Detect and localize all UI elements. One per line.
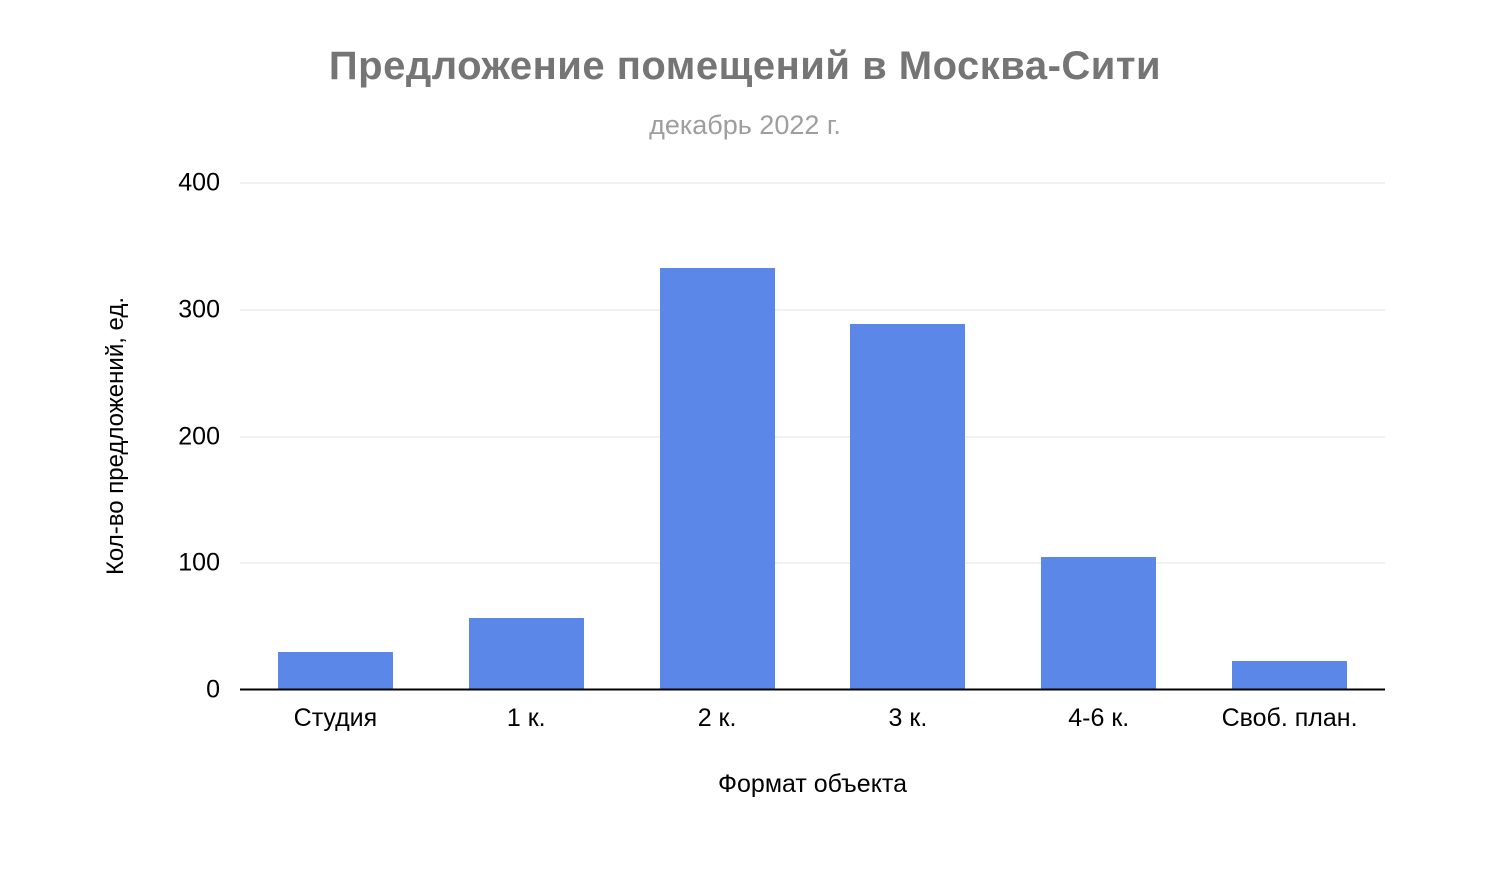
y-tick-label: 200 (178, 422, 220, 450)
bar-slot (240, 183, 431, 690)
bar-slot (622, 183, 813, 690)
bar-3 к. (850, 323, 966, 690)
bar-Студия (277, 651, 393, 690)
x-tick-label: 4-6 к. (1068, 704, 1130, 732)
bar-Своб. план. (1232, 660, 1348, 690)
y-tick-label: 100 (178, 548, 220, 577)
x-tick-label: 3 к. (888, 704, 928, 732)
y-tick-label: 400 (178, 168, 220, 197)
y-axis-title: Кол-во предложений, ед. (102, 296, 129, 576)
x-tick-label: 2 к. (697, 704, 737, 732)
bar-slot (1194, 183, 1385, 690)
plot-area: 0 100 200 300 400 (178, 169, 1385, 704)
gridline (240, 182, 1385, 184)
bars-container (240, 183, 1385, 690)
bar-2 к. (659, 267, 775, 690)
y-tick-label: 300 (178, 295, 220, 324)
gridline (240, 436, 1385, 437)
bar-1 к. (468, 617, 584, 690)
x-tick-label: Студия (293, 704, 378, 732)
y-tick-label: 0 (206, 675, 220, 704)
gridline (240, 562, 1385, 564)
chart-title: Предложение помещений в Москва-Сити (328, 44, 1162, 88)
x-axis-line (240, 688, 1385, 691)
bar-slot (431, 183, 622, 690)
x-axis-title: Формат объекта (718, 770, 907, 798)
bar-4-6 к. (1041, 556, 1157, 690)
x-tick-labels: Студия 1 к. 2 к. 3 к. 4-6 к. Своб. план. (240, 704, 1385, 733)
chart-subtitle: декабрь 2022 г. (649, 110, 841, 140)
gridline (240, 309, 1385, 311)
bar-slot (1003, 183, 1194, 690)
x-tick-label: 1 к. (506, 704, 546, 732)
bar-slot (812, 183, 1003, 690)
x-tick-label: Своб. план. (1221, 704, 1358, 732)
